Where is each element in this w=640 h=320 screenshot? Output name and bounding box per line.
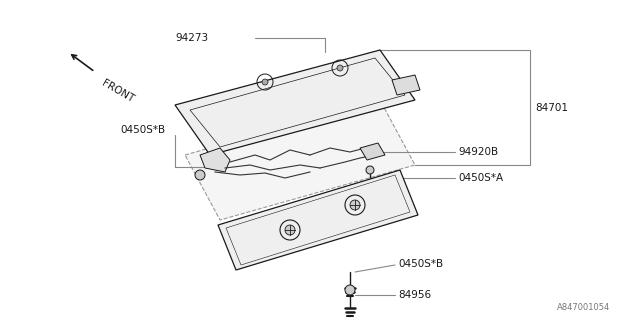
Circle shape	[350, 200, 360, 210]
Text: 94273: 94273	[175, 33, 208, 43]
Circle shape	[262, 79, 268, 85]
Text: 94920B: 94920B	[458, 147, 498, 157]
Polygon shape	[392, 75, 420, 95]
Circle shape	[337, 65, 343, 71]
Circle shape	[345, 285, 355, 295]
Circle shape	[285, 225, 295, 235]
Text: 0450S*A: 0450S*A	[458, 173, 503, 183]
Text: 0450S*B: 0450S*B	[120, 125, 165, 135]
Polygon shape	[218, 170, 418, 270]
Text: A847001054: A847001054	[557, 303, 610, 312]
Polygon shape	[175, 50, 415, 155]
Text: 84956: 84956	[398, 290, 431, 300]
Circle shape	[366, 166, 374, 174]
Polygon shape	[200, 148, 230, 172]
Circle shape	[195, 170, 205, 180]
Polygon shape	[185, 100, 415, 220]
Text: 84701: 84701	[535, 103, 568, 113]
Polygon shape	[360, 143, 385, 160]
Text: 0450S*B: 0450S*B	[398, 259, 443, 269]
Text: FRONT: FRONT	[100, 78, 136, 104]
